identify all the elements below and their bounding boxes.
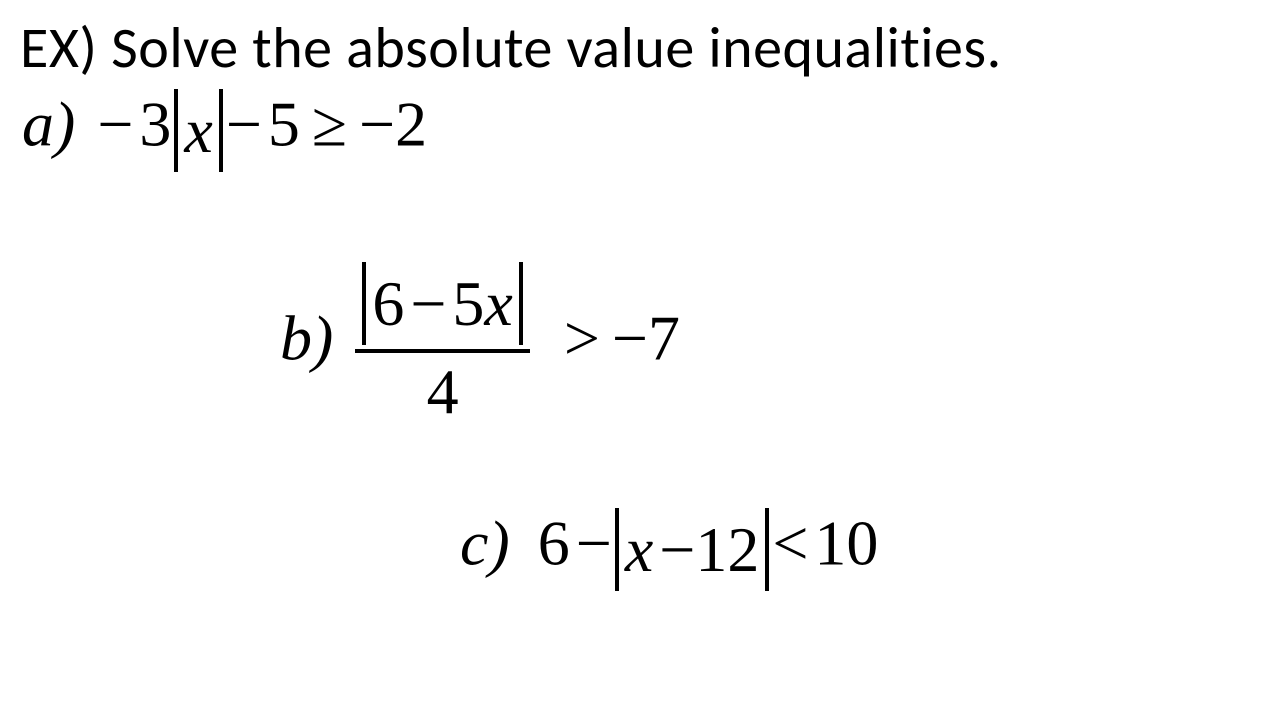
abs-b-op: − xyxy=(410,268,446,339)
problem-a: a) −3x−5≥−2 xyxy=(22,89,1260,172)
problem-c: c) 6−x−12<10 xyxy=(460,508,1260,591)
rhs-sign-b: − xyxy=(612,303,648,374)
page-title: EX) Solve the absolute value inequalitie… xyxy=(20,12,1260,83)
abs-b-coef: 5 xyxy=(452,268,484,339)
abs-b: 6−5x xyxy=(362,262,523,345)
coef-a: 3 xyxy=(139,88,171,159)
abs-b-left: 6 xyxy=(372,268,404,339)
problem-b-label: b) xyxy=(280,303,333,374)
lead-c: 6 xyxy=(538,507,570,578)
abs-c-op: − xyxy=(659,514,695,585)
var-x-b: x xyxy=(484,268,512,339)
rhs-a: 2 xyxy=(395,88,427,159)
abs-a: x xyxy=(174,89,222,172)
rel-b: > xyxy=(564,303,600,374)
op-a: − xyxy=(226,88,262,159)
rel-a: ≥ xyxy=(312,88,347,159)
num-a: 5 xyxy=(268,88,300,159)
page: EX) Solve the absolute value inequalitie… xyxy=(0,0,1280,591)
lead-op-c: − xyxy=(576,507,612,578)
rel-c: < xyxy=(772,507,808,578)
rhs-sign-a: − xyxy=(359,88,395,159)
var-x-c: x xyxy=(625,514,653,585)
abs-c-num: 12 xyxy=(695,514,759,585)
abs-c: x−12 xyxy=(615,508,770,591)
problem-b: b) 6−5x 4 >−7 xyxy=(280,262,1260,428)
rhs-c: 10 xyxy=(814,507,878,578)
fraction-b-numerator: 6−5x xyxy=(355,262,530,349)
rhs-b: 7 xyxy=(648,303,680,374)
fraction-b: 6−5x 4 xyxy=(355,262,530,428)
problem-c-label: c) xyxy=(460,507,510,578)
var-x-a: x xyxy=(184,95,212,166)
fraction-b-denominator: 4 xyxy=(355,349,530,427)
problem-a-label: a) xyxy=(22,88,75,159)
